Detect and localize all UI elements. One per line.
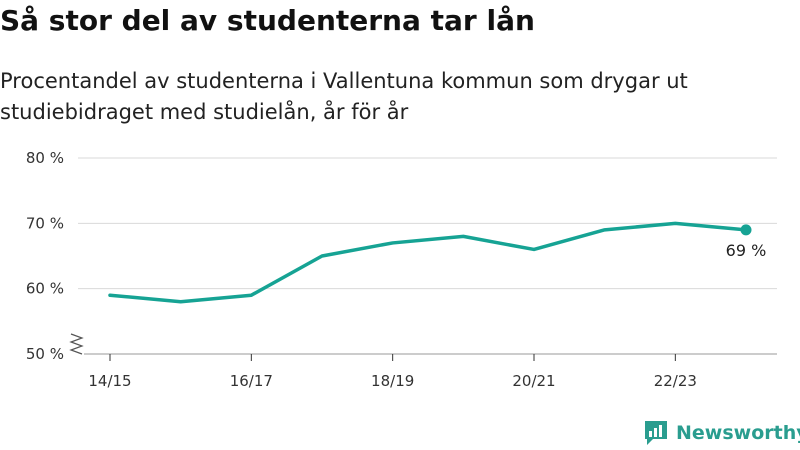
x-axis: 14/15 16/17 18/19 20/21 22/23 [88, 354, 697, 390]
y-axis-ticks: 50 % 60 % 70 % 80 % [26, 149, 84, 363]
x-tick-label: 20/21 [512, 372, 555, 390]
y-tick-label: 80 % [26, 149, 64, 167]
y-tick-label: 70 % [26, 214, 64, 232]
endpoint-marker [740, 224, 752, 236]
axis-break-icon [69, 333, 84, 355]
chart-title: Så stor del av studenterna tar lån [0, 4, 535, 37]
chart-subtitle: Procentandel av studenterna i Vallentuna… [0, 69, 688, 124]
series-lines [108, 221, 748, 304]
newsworthy-logo[interactable]: Newsworthy [644, 420, 800, 446]
y-tick-label: 60 % [26, 280, 64, 298]
x-tick-label: 14/15 [88, 372, 131, 390]
x-tick-label: 22/23 [654, 372, 697, 390]
x-tick-label: 18/19 [371, 372, 414, 390]
grid-lines [78, 157, 777, 355]
x-tick-label: 16/17 [230, 372, 273, 390]
newsworthy-logo-text: Newsworthy [676, 422, 800, 444]
series-line [108, 221, 748, 304]
endpoint-label: 69 % [726, 241, 767, 260]
y-tick-label: 50 % [26, 345, 64, 363]
newsworthy-logo-icon [645, 421, 667, 445]
data-points: 69 % [726, 224, 767, 260]
